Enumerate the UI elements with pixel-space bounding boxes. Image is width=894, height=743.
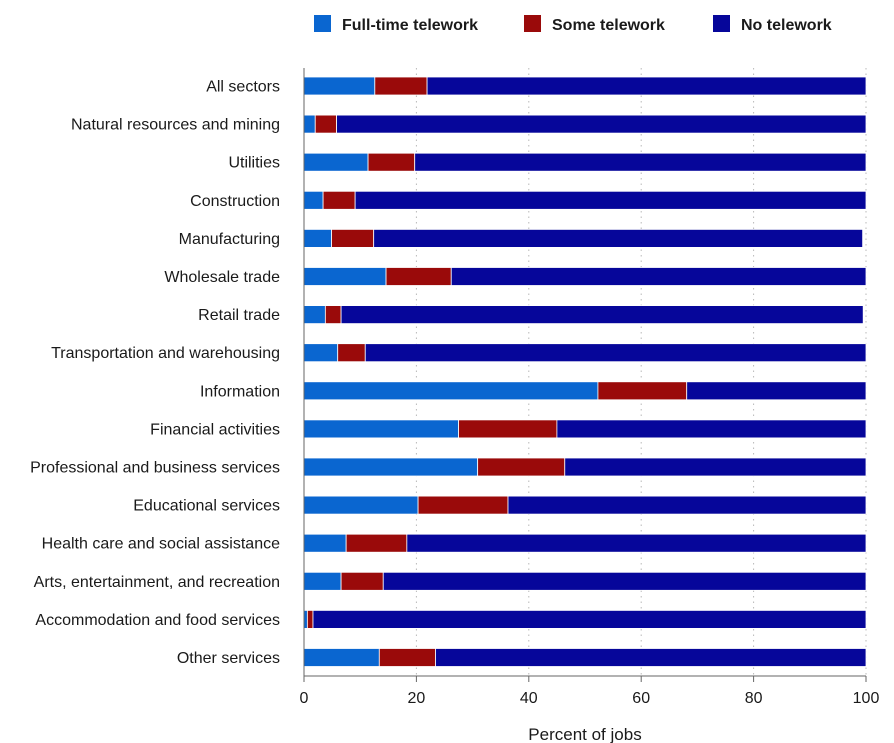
bar-segment (336, 114, 867, 134)
bar-segment (477, 457, 566, 477)
bar-segment (507, 495, 867, 515)
bar-segment (374, 76, 428, 96)
bar-segment (686, 381, 867, 401)
bar-segment (426, 76, 867, 96)
bar-segment (340, 571, 384, 591)
bar-segment (340, 305, 864, 325)
bar-segment (303, 610, 308, 629)
category-label: Other services (177, 650, 280, 667)
category-label: Health care and social assistance (42, 536, 280, 553)
bar-segment (337, 343, 366, 363)
category-label: All sectors (206, 79, 280, 96)
category-label: Accommodation and food services (35, 612, 280, 629)
bars (303, 76, 867, 667)
legend-label: Full-time telework (342, 17, 478, 34)
bar-segment (322, 190, 356, 210)
bar-segment (417, 495, 509, 515)
x-tick-label: 100 (853, 690, 880, 707)
category-label: Transportation and warehousing (51, 345, 280, 362)
category-label: Arts, entertainment, and recreation (34, 574, 280, 591)
bar-segment (378, 648, 436, 667)
x-tick-label: 80 (745, 690, 763, 707)
bar-segment (303, 76, 376, 96)
bar-segment (303, 495, 419, 515)
category-labels: All sectors Natural resources and mining U… (30, 79, 280, 668)
bar-segment (303, 343, 339, 363)
bar-segment (303, 533, 347, 553)
category-label: Financial activities (150, 421, 280, 438)
category-label: Natural resources and mining (71, 117, 280, 134)
bar-segment (382, 571, 867, 591)
bar-segment (450, 267, 867, 286)
bar-segment (367, 152, 416, 172)
bar-segment (414, 152, 867, 172)
bar-segment (597, 381, 688, 401)
bar-segment (303, 381, 599, 401)
bar-segment (303, 457, 479, 477)
bar-segment (306, 610, 314, 629)
category-label: Manufacturing (179, 231, 280, 248)
bar-segment (314, 114, 337, 134)
bar-segment (303, 114, 316, 134)
bar-segment (373, 228, 864, 248)
bar-segment (406, 533, 867, 553)
bar-segment (331, 228, 375, 248)
bar-segment (564, 457, 867, 477)
legend-swatch (524, 15, 541, 32)
bar-segment (312, 610, 867, 629)
legend-swatch (314, 15, 331, 32)
x-tick-label: 0 (300, 690, 309, 707)
category-label: Retail trade (198, 307, 280, 324)
bar-segment (303, 419, 459, 439)
bar-segment (303, 190, 324, 210)
category-label: Construction (190, 193, 280, 210)
legend: Full-time telework Some telework No telewo… (314, 15, 832, 34)
legend-swatch (713, 15, 730, 32)
bar-segment (303, 228, 332, 248)
x-tick-label: 60 (632, 690, 650, 707)
x-axis: 0 20 40 60 80 100 (300, 68, 880, 707)
category-label: Utilities (228, 155, 280, 172)
bar-segment (303, 152, 369, 172)
bar-segment (556, 419, 867, 439)
x-axis-title: Percent of jobs (528, 725, 641, 743)
bar-segment (385, 267, 452, 286)
legend-label: No telework (741, 17, 832, 34)
category-label: Professional and business services (30, 460, 280, 477)
category-label: Educational services (133, 498, 280, 515)
bar-segment (324, 305, 342, 325)
category-label: Information (200, 383, 280, 400)
category-label: Wholesale trade (164, 269, 280, 286)
x-tick-label: 40 (520, 690, 538, 707)
bar-segment (354, 190, 867, 210)
bar-segment (303, 571, 342, 591)
bar-segment (364, 343, 867, 363)
bar-segment (303, 267, 387, 286)
bar-segment (458, 419, 558, 439)
bar-segment (435, 648, 867, 667)
x-tick-label: 20 (408, 690, 426, 707)
bar-segment (345, 533, 408, 553)
bar-segment (303, 305, 326, 325)
bar-segment (303, 648, 380, 667)
legend-label: Some telework (552, 17, 665, 34)
